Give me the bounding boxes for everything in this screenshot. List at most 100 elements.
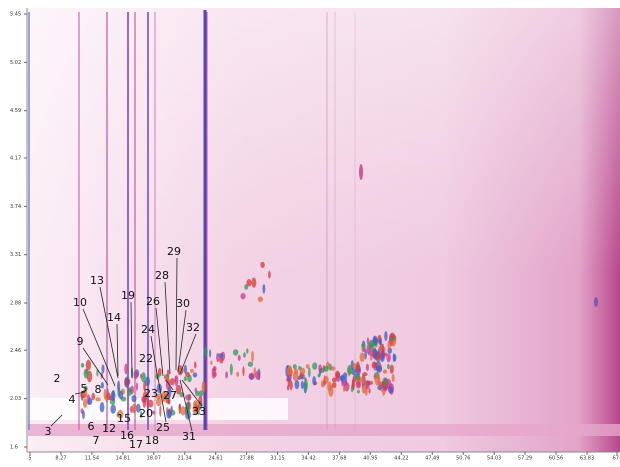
signal-blob bbox=[111, 389, 116, 402]
signal-blob bbox=[141, 372, 146, 383]
y-tick-label: 2.88 bbox=[10, 301, 21, 307]
signal-blob bbox=[381, 380, 384, 389]
signal-blob bbox=[366, 337, 370, 345]
peak-label: 26 bbox=[146, 295, 160, 308]
signal-blob bbox=[386, 353, 391, 363]
signal-blob bbox=[242, 366, 245, 377]
blank-region bbox=[28, 398, 288, 420]
x-tick-label: 40.95 bbox=[363, 456, 377, 462]
signal-blob bbox=[369, 354, 373, 361]
leader-line bbox=[150, 335, 159, 381]
peak-label: 6 bbox=[88, 420, 95, 433]
signal-blob bbox=[243, 352, 246, 358]
signal-blob bbox=[237, 354, 241, 361]
signal-blob bbox=[260, 261, 265, 268]
signal-blob bbox=[300, 380, 305, 390]
signal-blob bbox=[323, 365, 329, 372]
leader-line bbox=[130, 301, 133, 379]
signal-blob bbox=[145, 376, 151, 387]
signal-blob bbox=[194, 361, 197, 369]
signal-blob bbox=[135, 382, 139, 391]
x-tick-label: 14.81 bbox=[116, 456, 130, 462]
signal-blob bbox=[247, 361, 254, 367]
signal-blob bbox=[262, 284, 266, 294]
signal-blob bbox=[251, 277, 257, 288]
signal-blob bbox=[139, 411, 143, 419]
x-tick-label: 57.29 bbox=[518, 456, 532, 462]
signal-blob bbox=[143, 380, 146, 392]
y-tick-label: 4.59 bbox=[10, 108, 21, 114]
signal-blob bbox=[387, 340, 391, 351]
signal-blob bbox=[232, 349, 239, 356]
signal-blob bbox=[178, 403, 181, 410]
signal-blob bbox=[347, 364, 353, 375]
signal-blob bbox=[106, 392, 111, 401]
signal-blob bbox=[268, 270, 271, 279]
signal-blob bbox=[83, 368, 89, 379]
signal-blob bbox=[80, 362, 85, 368]
signal-blob bbox=[312, 376, 316, 386]
signal-blob bbox=[204, 347, 208, 357]
signal-blob bbox=[240, 292, 246, 300]
signal-blob bbox=[355, 381, 361, 389]
signal-blob bbox=[131, 395, 137, 403]
signal-blob bbox=[124, 363, 128, 375]
leader-line bbox=[74, 391, 86, 395]
peak-label: 12 bbox=[102, 422, 116, 435]
signal-blob bbox=[378, 338, 383, 346]
peak-label: 19 bbox=[121, 289, 135, 302]
leader-line bbox=[179, 333, 197, 375]
signal-blob bbox=[118, 390, 124, 400]
signal-blob bbox=[103, 388, 107, 401]
signal-blob bbox=[117, 409, 124, 419]
signal-blob bbox=[82, 410, 85, 420]
signal-blob bbox=[255, 370, 261, 380]
signal-blob bbox=[372, 348, 378, 359]
signal-blob bbox=[126, 387, 132, 396]
signal-blob bbox=[364, 348, 367, 360]
signal-blob bbox=[371, 361, 377, 369]
signal-blob bbox=[198, 390, 204, 397]
leader-line bbox=[50, 414, 63, 427]
signal-blob bbox=[381, 343, 385, 356]
peak-label: 4 bbox=[69, 393, 76, 406]
signal-blob bbox=[159, 405, 162, 417]
x-tick-label: 50.76 bbox=[456, 456, 470, 462]
x-tick-label: 5 bbox=[28, 456, 31, 462]
x-tick-label: 34.42 bbox=[301, 456, 315, 462]
peak-label: 22 bbox=[139, 352, 153, 365]
peak-label: 29 bbox=[167, 245, 181, 258]
x-tick-label: 54.03 bbox=[487, 456, 501, 462]
peak-label: 23 bbox=[144, 387, 158, 400]
signal-blob bbox=[365, 363, 370, 371]
signal-blob bbox=[198, 395, 203, 406]
signal-blob bbox=[331, 382, 337, 389]
peak-label: 30 bbox=[176, 297, 190, 310]
signal-blob bbox=[308, 367, 311, 378]
signal-blob bbox=[195, 390, 200, 397]
signal-blob bbox=[355, 361, 360, 373]
signal-blob bbox=[124, 377, 127, 387]
signal-blob bbox=[209, 349, 212, 358]
signal-blob bbox=[248, 372, 255, 380]
signal-blob bbox=[317, 373, 321, 378]
signal-blob bbox=[180, 406, 187, 416]
signal-blob bbox=[131, 403, 137, 414]
signal-blob bbox=[201, 381, 206, 393]
signal-blob bbox=[218, 353, 224, 359]
signal-blob bbox=[257, 296, 264, 302]
x-tick-label: 60.56 bbox=[549, 456, 563, 462]
signal-blob bbox=[136, 403, 141, 413]
signal-blob bbox=[374, 373, 381, 386]
signal-blob bbox=[289, 380, 293, 391]
x-tick-label: 27.88 bbox=[239, 456, 253, 462]
signal-blob bbox=[368, 388, 371, 394]
signal-blob bbox=[151, 410, 156, 415]
x-tick-label: 8.27 bbox=[55, 456, 66, 462]
leader-line bbox=[177, 309, 187, 373]
signal-blob bbox=[390, 336, 394, 342]
leader-line bbox=[179, 379, 193, 432]
signal-blob bbox=[251, 350, 254, 363]
signal-blob bbox=[194, 405, 201, 412]
